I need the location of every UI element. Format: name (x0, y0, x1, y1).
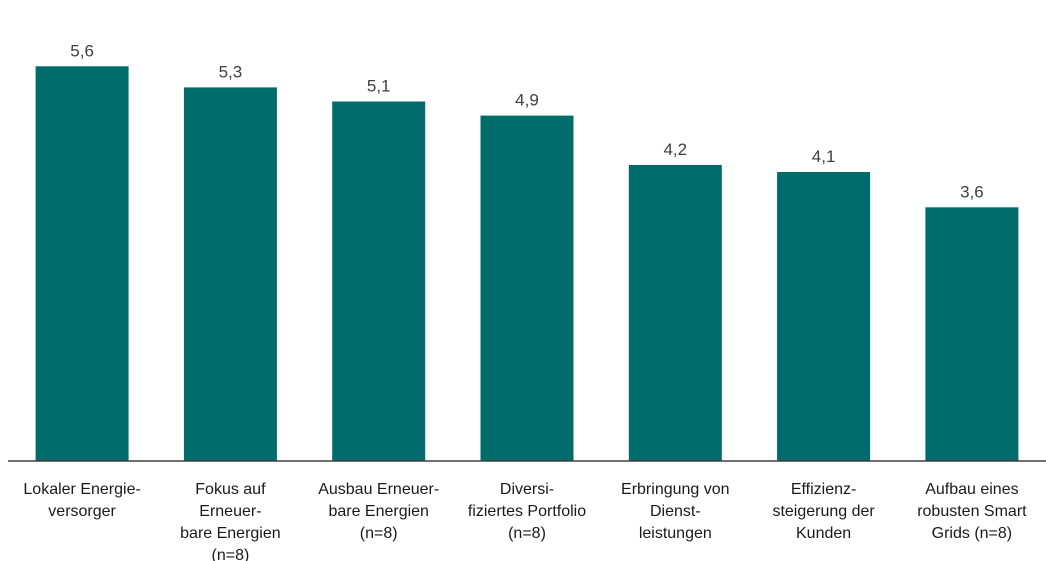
category-label-line: bare Energien (180, 525, 281, 542)
bar-7 (925, 207, 1019, 461)
category-label-line: Grids (n=8) (932, 525, 1012, 542)
category-label-4: Diversi-fiziertes Portfolio (n=8) (468, 481, 586, 542)
category-label-line: Aufbau eines (925, 481, 1018, 498)
category-label-line: (n=8) (508, 525, 546, 542)
category-label-7: Aufbau eines robusten Smart Grids (n=8) (917, 481, 1027, 542)
value-label-1: 5,6 (70, 41, 94, 60)
category-label-line: Ausbau Erneuer- (318, 481, 439, 498)
category-label-line: Fokus auf (195, 481, 266, 498)
category-label-line: steigerung der (772, 503, 875, 520)
value-label-6: 4,1 (812, 147, 836, 166)
bar-5 (628, 165, 722, 461)
bar-4 (480, 115, 574, 461)
category-label-line: (n=8) (212, 547, 250, 561)
category-label-5: Erbringung von Dienst-leistungen (621, 481, 730, 542)
bar-3 (332, 101, 426, 461)
category-labels-group: Lokaler Energie-versorger Fokus auf Erneue… (23, 481, 1027, 561)
value-label-4: 4,9 (515, 91, 539, 110)
category-label-3: Ausbau Erneuer-bare Energien (n=8) (318, 481, 439, 542)
category-label-line: Dienst- (650, 503, 701, 520)
category-label-line: Diversi- (500, 481, 554, 498)
category-label-line: (n=8) (360, 525, 398, 542)
value-label-2: 5,3 (219, 62, 243, 81)
bar-6 (777, 172, 871, 461)
category-label-line: Effizienz- (791, 481, 857, 498)
category-label-line: bare Energien (328, 503, 429, 520)
category-label-line: versorger (48, 503, 116, 520)
category-label-1: Lokaler Energie-versorger (23, 481, 140, 520)
bars-group (35, 66, 1019, 462)
value-label-7: 3,6 (960, 182, 984, 201)
category-label-line: fiziertes Portfolio (468, 503, 586, 520)
value-labels-group: 5,6 5,3 5,1 4,9 4,2 4,1 3,6 (70, 41, 983, 201)
bar-1 (35, 66, 129, 462)
category-label-line: Erneuer- (199, 503, 261, 520)
category-label-line: Erbringung von (621, 481, 730, 498)
bar-2 (183, 87, 277, 462)
category-label-line: robusten Smart (917, 503, 1027, 520)
category-label-line: leistungen (639, 525, 712, 542)
value-label-5: 4,2 (663, 140, 687, 159)
category-label-6: Effizienz-steigerung der Kunden (772, 481, 875, 542)
category-label-line: Kunden (796, 525, 851, 542)
category-label-line: Lokaler Energie- (23, 481, 140, 498)
category-label-2: Fokus auf Erneuer-bare Energien (n=8) (180, 481, 281, 561)
value-label-3: 5,1 (367, 77, 391, 96)
